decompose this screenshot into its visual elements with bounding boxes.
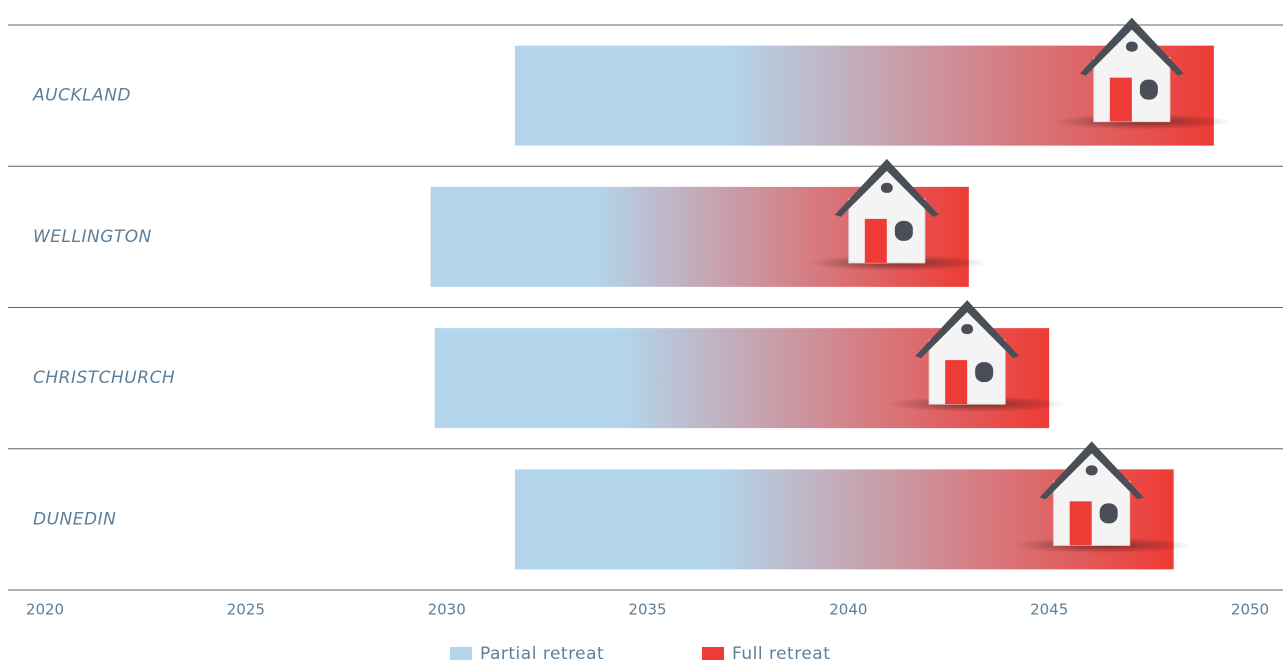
house-door: [865, 219, 887, 263]
house-window: [1140, 80, 1158, 100]
house-window: [975, 362, 993, 382]
legend-swatch: [702, 647, 724, 660]
category-label: AUCKLAND: [32, 86, 131, 106]
category-label: DUNEDIN: [33, 509, 116, 529]
legend-label: Partial retreat: [480, 644, 604, 662]
house-attic-window: [961, 324, 973, 334]
category-label: CHRISTCHURCH: [33, 368, 175, 388]
house-window: [1100, 503, 1118, 523]
legend-swatch: [450, 647, 472, 660]
chart: AUCKLAND WELLINGTON CHRISTCHURCH DUNEDIN 202…: [0, 0, 1283, 662]
x-tick-label: 2020: [26, 601, 64, 619]
house-door: [1110, 78, 1132, 122]
x-tick-label: 2050: [1231, 601, 1269, 619]
category-label: WELLINGTON: [33, 227, 152, 247]
house-window: [895, 221, 913, 241]
house-attic-window: [881, 183, 893, 193]
x-tick-label: 2025: [227, 601, 265, 619]
legend-label: Full retreat: [732, 644, 830, 662]
x-tick-label: 2045: [1030, 601, 1068, 619]
x-tick-label: 2035: [628, 601, 666, 619]
x-tick-label: 2030: [428, 601, 466, 619]
house-door: [1070, 501, 1092, 545]
x-tick-label: 2040: [829, 601, 867, 619]
house-attic-window: [1086, 465, 1098, 475]
house-attic-window: [1126, 42, 1138, 52]
house-door: [945, 360, 967, 404]
